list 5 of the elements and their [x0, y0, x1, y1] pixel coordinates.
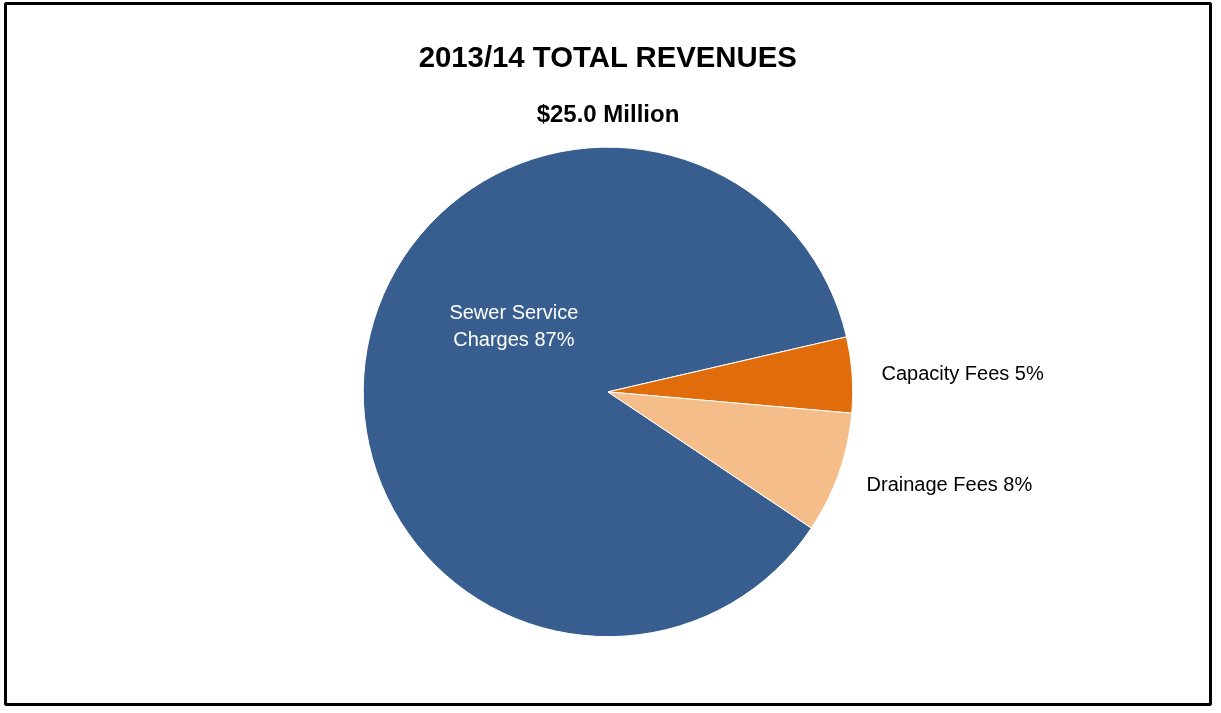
slice-label: Drainage Fees 8%	[866, 472, 1033, 495]
chart-subtitle: $25.0 Million	[536, 99, 680, 127]
slice-label: Sewer Service Charges 87%	[449, 301, 579, 350]
slice-label: Capacity Fees 5%	[881, 361, 1044, 384]
chart-title: 2013/14 TOTAL REVENUES	[418, 40, 797, 74]
